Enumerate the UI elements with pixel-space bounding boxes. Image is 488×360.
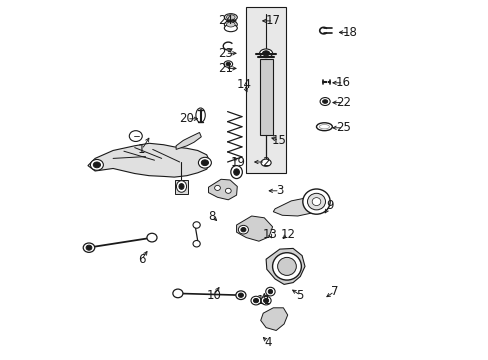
Ellipse shape [263,298,268,303]
Ellipse shape [193,240,200,247]
Ellipse shape [302,189,329,214]
Ellipse shape [176,181,186,192]
Text: 10: 10 [206,289,221,302]
Ellipse shape [129,131,142,141]
Ellipse shape [250,296,261,305]
Ellipse shape [226,15,235,20]
Ellipse shape [224,24,237,32]
Ellipse shape [268,289,272,294]
Polygon shape [88,143,210,177]
Text: 21: 21 [218,62,232,75]
Ellipse shape [214,185,220,190]
Text: 1: 1 [138,143,145,156]
Ellipse shape [259,49,272,58]
Text: 25: 25 [335,121,350,134]
Ellipse shape [196,108,205,122]
Ellipse shape [201,160,208,166]
Text: 11: 11 [256,294,271,307]
Ellipse shape [224,61,232,67]
Ellipse shape [86,245,92,250]
Polygon shape [260,308,287,330]
Ellipse shape [307,193,325,210]
Ellipse shape [261,296,270,305]
Ellipse shape [253,298,258,303]
Ellipse shape [235,291,245,300]
Bar [259,59,272,135]
Ellipse shape [238,293,243,297]
Text: 17: 17 [265,14,280,27]
Text: 15: 15 [271,134,286,147]
Ellipse shape [90,159,103,170]
Ellipse shape [277,257,296,275]
Text: 13: 13 [262,228,277,240]
Text: 4: 4 [264,336,271,348]
Ellipse shape [320,98,329,105]
Text: 18: 18 [342,26,357,39]
Ellipse shape [241,228,245,232]
Ellipse shape [233,169,239,175]
Ellipse shape [272,253,301,280]
Ellipse shape [198,157,211,168]
Ellipse shape [225,188,231,193]
Ellipse shape [226,22,235,27]
Text: 7: 7 [330,285,338,298]
Ellipse shape [224,14,237,21]
Ellipse shape [230,166,242,179]
Text: 5: 5 [296,289,304,302]
Text: 22: 22 [335,96,350,109]
Ellipse shape [172,289,183,298]
Polygon shape [176,132,201,149]
Text: 20: 20 [179,112,194,125]
Polygon shape [236,216,272,241]
Text: 16: 16 [335,76,350,89]
Ellipse shape [93,162,101,168]
Ellipse shape [265,287,275,296]
Text: 9: 9 [326,199,333,212]
Ellipse shape [319,125,329,129]
Polygon shape [208,179,237,200]
Ellipse shape [322,100,327,103]
Text: 14: 14 [237,78,251,91]
Text: 19: 19 [230,156,245,168]
Ellipse shape [262,51,269,56]
Text: 8: 8 [208,210,215,222]
Ellipse shape [224,21,237,28]
Ellipse shape [146,233,157,242]
Ellipse shape [311,198,320,206]
Ellipse shape [238,225,248,234]
Bar [246,7,285,173]
Text: 6: 6 [138,253,145,266]
Text: 2: 2 [261,156,268,168]
Text: 24: 24 [218,14,232,27]
Polygon shape [265,248,305,284]
Ellipse shape [225,62,230,66]
Bar [175,180,187,194]
Polygon shape [273,197,323,216]
Text: 23: 23 [218,47,232,60]
Text: 12: 12 [280,228,295,240]
Ellipse shape [83,243,95,252]
Ellipse shape [261,159,270,166]
Ellipse shape [316,123,332,131]
Ellipse shape [179,184,183,189]
Ellipse shape [193,222,200,228]
Text: 3: 3 [276,184,283,197]
